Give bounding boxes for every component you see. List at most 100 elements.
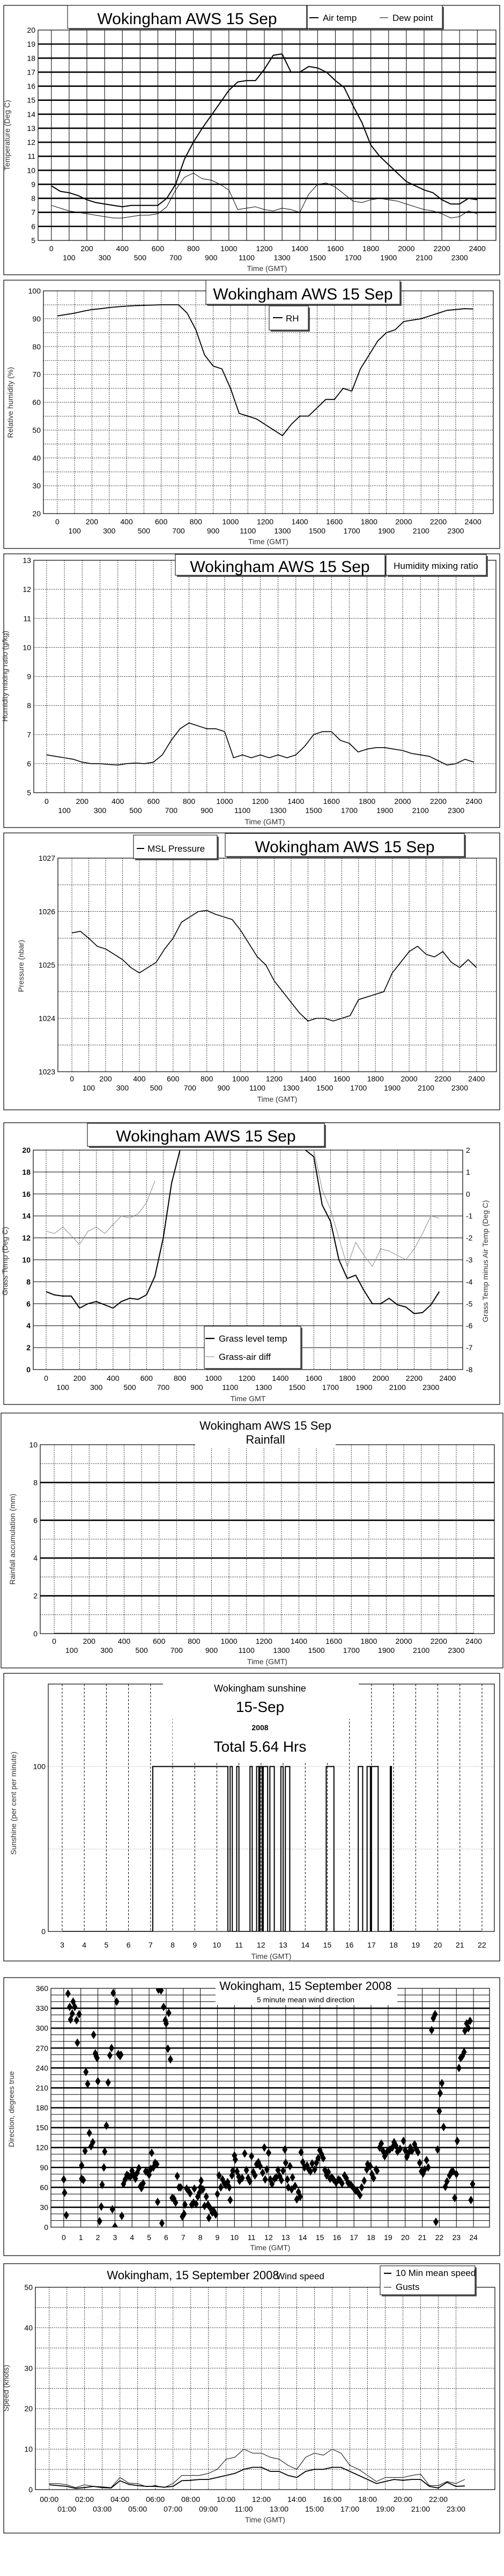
x-tick-label: 10: [213, 1941, 221, 1949]
data-point: [206, 2213, 212, 2222]
data-point: [155, 2198, 161, 2207]
y-tick-label: 11: [27, 152, 35, 160]
x-tick-label: 08:00: [181, 2495, 200, 2504]
x-tick-label: 700: [184, 1084, 197, 1092]
data-point: [415, 2148, 421, 2157]
y-tick-label: 300: [36, 2024, 49, 2032]
x-tick-label: 10: [231, 2233, 239, 2242]
x-tick-label: 1600: [323, 797, 340, 806]
data-point: [382, 2151, 388, 2161]
data-point: [213, 2210, 219, 2219]
x-tick-label: 1100: [239, 1646, 255, 1655]
x-tick-label: 2200: [434, 1074, 451, 1083]
x-tick-label: 19:00: [376, 2505, 395, 2513]
data-point: [297, 2192, 303, 2201]
series-line-2: [49, 2449, 465, 2488]
data-point: [433, 2218, 439, 2227]
label-box: [204, 1326, 301, 1369]
data-point: [292, 2182, 298, 2191]
x-tick-label: 1600: [327, 244, 344, 253]
x-tick-label: 0: [49, 244, 54, 253]
data-point: [214, 2190, 220, 2199]
x-tick-label: 0: [45, 797, 49, 806]
data-point: [275, 2165, 281, 2175]
x-tick-label: 200: [80, 244, 93, 253]
data-point: [269, 2179, 275, 2189]
y-tick-label: 6: [26, 1299, 31, 1308]
x-tick-label: 9: [216, 2233, 220, 2242]
data-point: [97, 2216, 102, 2226]
x-tick-label: 1700: [350, 1084, 367, 1092]
y2-tick-label: -5: [466, 1299, 473, 1308]
data-point: [109, 2205, 115, 2214]
data-point: [173, 2198, 179, 2207]
x-tick-label: 2300: [451, 1084, 468, 1092]
x-tick-label: 1300: [270, 806, 286, 815]
x-tick-label: 8: [171, 1941, 175, 1949]
x-tick-label: 1200: [257, 517, 273, 526]
data-point: [65, 1989, 71, 1998]
label-box: [225, 833, 465, 857]
data-point: [283, 2158, 288, 2168]
data-point: [401, 2136, 406, 2146]
data-point: [294, 2195, 300, 2204]
x-axis-label: Time (GMT): [247, 264, 287, 273]
data-point: [136, 2163, 142, 2172]
x-tick-label: 300: [103, 526, 116, 535]
x-tick-label: 2400: [465, 517, 481, 526]
chart-6: 0246810010020030040050060070080090010001…: [1, 1413, 503, 1668]
x-tick-label: 1800: [360, 1637, 377, 1645]
data-point: [230, 2166, 236, 2175]
data-point: [109, 2044, 115, 2053]
x-tick-label: 2400: [439, 1374, 456, 1382]
data-point: [262, 2175, 268, 2184]
x-tick-label: 17: [367, 1941, 376, 1949]
data-point: [226, 2183, 232, 2192]
y-tick-label: 1025: [39, 961, 55, 969]
data-point: [163, 2019, 169, 2028]
x-tick-label: 800: [183, 797, 196, 806]
series-line-1: [46, 1150, 440, 1314]
chart-frame: [3, 2263, 500, 2534]
y-axis-label: Direction, degrees true: [7, 2071, 16, 2147]
data-point: [191, 2184, 197, 2193]
data-point: [161, 2002, 167, 2011]
x-tick-label: 2200: [430, 797, 447, 806]
x-tick-label: 07:00: [164, 2505, 182, 2513]
x-tick-label: 7: [149, 1941, 153, 1949]
y-tick-label: 16: [27, 82, 35, 91]
x-tick-label: 11:00: [235, 2505, 253, 2513]
y-tick-label: 330: [36, 2004, 49, 2012]
y-tick-label: 10: [24, 2445, 33, 2454]
x-axis-label: Time (GMT): [251, 1952, 292, 1960]
x-tick-label: 100: [65, 1646, 78, 1655]
x-tick-label: 400: [116, 244, 129, 253]
grid: [38, 30, 496, 240]
x-tick-label: 1200: [252, 797, 269, 806]
x-tick-label: 1700: [322, 1383, 339, 1392]
x-tick-label: 1500: [305, 806, 322, 815]
data-point: [452, 2193, 458, 2202]
data-point: [285, 2175, 291, 2184]
y2-tick-label: 1: [466, 1168, 470, 1176]
data-point: [98, 2202, 104, 2211]
y-tick-label: 80: [32, 342, 41, 351]
data-point: [83, 2067, 89, 2076]
y-tick-label: 40: [24, 2323, 33, 2332]
x-tick-label: 600: [147, 797, 160, 806]
x-tick-label: 22: [478, 1941, 486, 1949]
data-point: [165, 2044, 171, 2053]
x-tick-label: 1400: [300, 1074, 316, 1083]
x-tick-label: 800: [190, 517, 203, 526]
x-tick-label: 300: [116, 1084, 129, 1092]
x-tick-label: 300: [94, 806, 107, 815]
y-tick-label: 12: [22, 1234, 31, 1242]
y-tick-label: 40: [32, 453, 41, 462]
y-tick-label: 4: [33, 1554, 38, 1562]
plot-area: [35, 2287, 495, 2490]
x-tick-label: 4: [82, 1941, 86, 1949]
y2-tick-label: -1: [466, 1212, 473, 1220]
title-background: [216, 1980, 397, 2005]
data-point: [103, 2121, 109, 2130]
y-tick-label: 20: [27, 26, 35, 34]
